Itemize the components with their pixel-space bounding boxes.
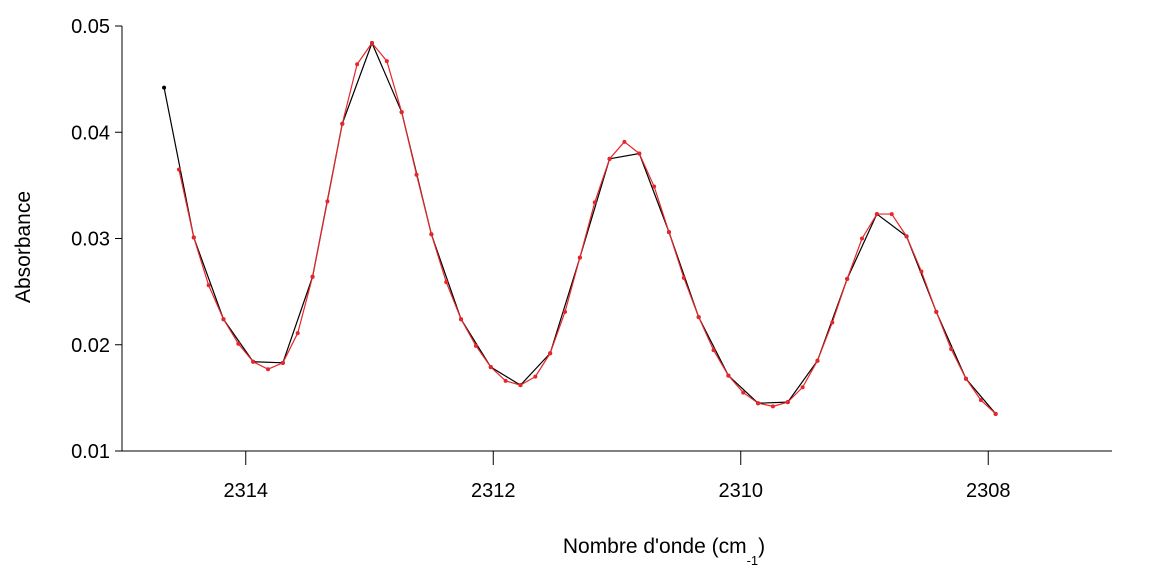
data-point <box>221 317 226 322</box>
data-point <box>191 235 196 240</box>
data-point <box>473 343 478 348</box>
data-point <box>652 184 657 189</box>
data-point <box>711 348 716 353</box>
x-tick-label: 2310 <box>719 480 764 502</box>
data-point <box>488 365 493 370</box>
series-layer <box>162 41 998 416</box>
y-tick-label: 0.03 <box>71 229 110 251</box>
data-point <box>741 390 746 395</box>
y-tick-label: 0.04 <box>71 122 110 144</box>
data-point <box>503 378 508 383</box>
data-point <box>563 309 568 314</box>
y-tick-label: 0.01 <box>71 441 110 463</box>
data-point <box>889 212 894 217</box>
data-point <box>622 139 627 144</box>
x-axis-label-main: Nombre d'onde (cm <box>563 535 747 558</box>
data-point <box>800 385 805 390</box>
data-point <box>369 41 374 45</box>
data-point <box>266 367 271 372</box>
data-point <box>934 309 939 314</box>
data-point <box>978 398 983 402</box>
x-tick-label: 2312 <box>471 480 516 502</box>
series-1 <box>176 41 998 416</box>
data-point <box>845 276 850 281</box>
data-point <box>874 212 879 217</box>
data-point <box>770 404 775 409</box>
data-point <box>429 232 434 237</box>
data-point <box>176 167 181 172</box>
data-point <box>518 383 523 388</box>
data-point <box>785 400 790 405</box>
series-line <box>163 42 997 415</box>
data-point <box>236 341 241 346</box>
data-point <box>206 283 211 288</box>
data-point <box>860 236 865 241</box>
data-point <box>399 110 404 115</box>
data-point <box>607 156 612 161</box>
data-point <box>295 331 300 336</box>
series-line <box>178 42 997 415</box>
y-axis-label: Absorbance <box>12 191 35 303</box>
data-point <box>325 199 330 204</box>
y-tick-label: 0.05 <box>71 16 110 38</box>
data-point <box>384 59 389 64</box>
data-point <box>162 85 167 90</box>
x-axis-label-close: ) <box>758 535 765 558</box>
data-point <box>637 151 642 156</box>
x-tick-label: 2314 <box>224 480 269 502</box>
data-point <box>904 234 909 239</box>
data-point <box>756 401 761 406</box>
data-point <box>280 360 285 365</box>
data-point <box>949 347 954 351</box>
data-point <box>726 373 731 378</box>
data-point <box>310 274 315 279</box>
data-point <box>592 200 597 205</box>
data-point <box>251 359 256 364</box>
data-point <box>414 172 419 177</box>
data-point <box>459 317 464 322</box>
data-point <box>666 230 671 235</box>
data-point <box>963 376 968 381</box>
series-0 <box>162 41 998 416</box>
data-point <box>830 320 835 325</box>
x-axis-label-superscript: -1 <box>747 553 759 565</box>
data-point <box>355 62 360 67</box>
x-axis-label: Nombre d'onde (cm-1) <box>563 535 765 565</box>
data-point <box>577 255 582 260</box>
data-point <box>340 121 345 126</box>
x-tick-label: 2308 <box>966 480 1011 502</box>
y-tick-label: 0.02 <box>71 335 110 357</box>
data-point <box>533 374 538 379</box>
data-point <box>681 275 686 280</box>
data-point <box>993 411 998 416</box>
data-point <box>919 269 924 274</box>
data-point <box>548 351 553 356</box>
axes: 0.01 0.02 0.03 0.04 0.05 2314 2312 2310 2308 <box>71 16 1112 502</box>
data-point <box>444 280 449 285</box>
data-point <box>815 358 820 363</box>
data-point <box>696 315 701 320</box>
